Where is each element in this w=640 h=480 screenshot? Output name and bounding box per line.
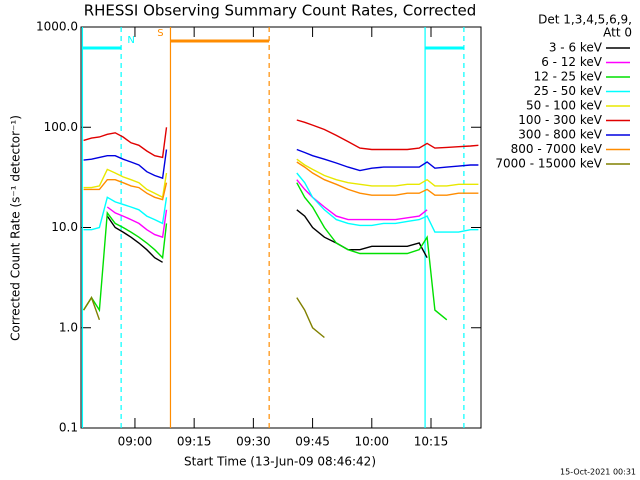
y-tick-label: 1000.0: [36, 20, 78, 34]
x-tick-label: 09:45: [295, 435, 330, 449]
series-line: [83, 119, 479, 159]
legend-label: 50 - 100 keV: [526, 99, 603, 113]
legend-label: 100 - 300 keV: [518, 113, 602, 127]
y-tick-label: 100.0: [44, 120, 78, 134]
flag-label: N: [127, 35, 134, 46]
series-line: [106, 209, 428, 263]
y-tick-label: 0.1: [59, 421, 78, 435]
x-tick-label: 10:00: [354, 435, 389, 449]
x-tick-label: 09:00: [118, 435, 153, 449]
x-tick-label: 09:30: [236, 435, 271, 449]
y-tick-label: 10.0: [51, 220, 78, 234]
series-line: [83, 296, 325, 339]
y-axis-title: Corrected Count Rate (s⁻¹ detector⁻¹): [9, 115, 23, 341]
legend-header: Det 1,3,4,5,6,9,: [538, 13, 632, 27]
series-line: [83, 148, 479, 180]
chart-title: RHESSI Observing Summary Count Rates, Co…: [84, 2, 477, 20]
flag-label: S: [157, 28, 163, 39]
series-line: [83, 158, 479, 199]
legend-label: 7000 - 15000 keV: [495, 157, 602, 171]
series-line: [83, 182, 448, 321]
x-tick-label: 10:15: [414, 435, 449, 449]
legend-header: Att 0: [603, 26, 632, 40]
x-tick-label: 09:15: [177, 435, 212, 449]
legend-label: 25 - 50 keV: [534, 84, 603, 98]
legend-label: 800 - 7000 keV: [511, 142, 603, 156]
legend-label: 12 - 25 keV: [534, 70, 603, 84]
x-axis-title: Start Time (13-Jun-09 08:46:42): [184, 455, 376, 469]
series-line: [83, 172, 479, 233]
legend-label: 3 - 6 keV: [549, 41, 603, 55]
y-tick-label: 1.0: [59, 320, 78, 334]
legend-label: 300 - 800 keV: [518, 128, 602, 142]
footer: 15-Oct-2021 00:31: [560, 468, 636, 477]
series-line: [83, 161, 479, 201]
legend-label: 6 - 12 keV: [541, 55, 603, 69]
